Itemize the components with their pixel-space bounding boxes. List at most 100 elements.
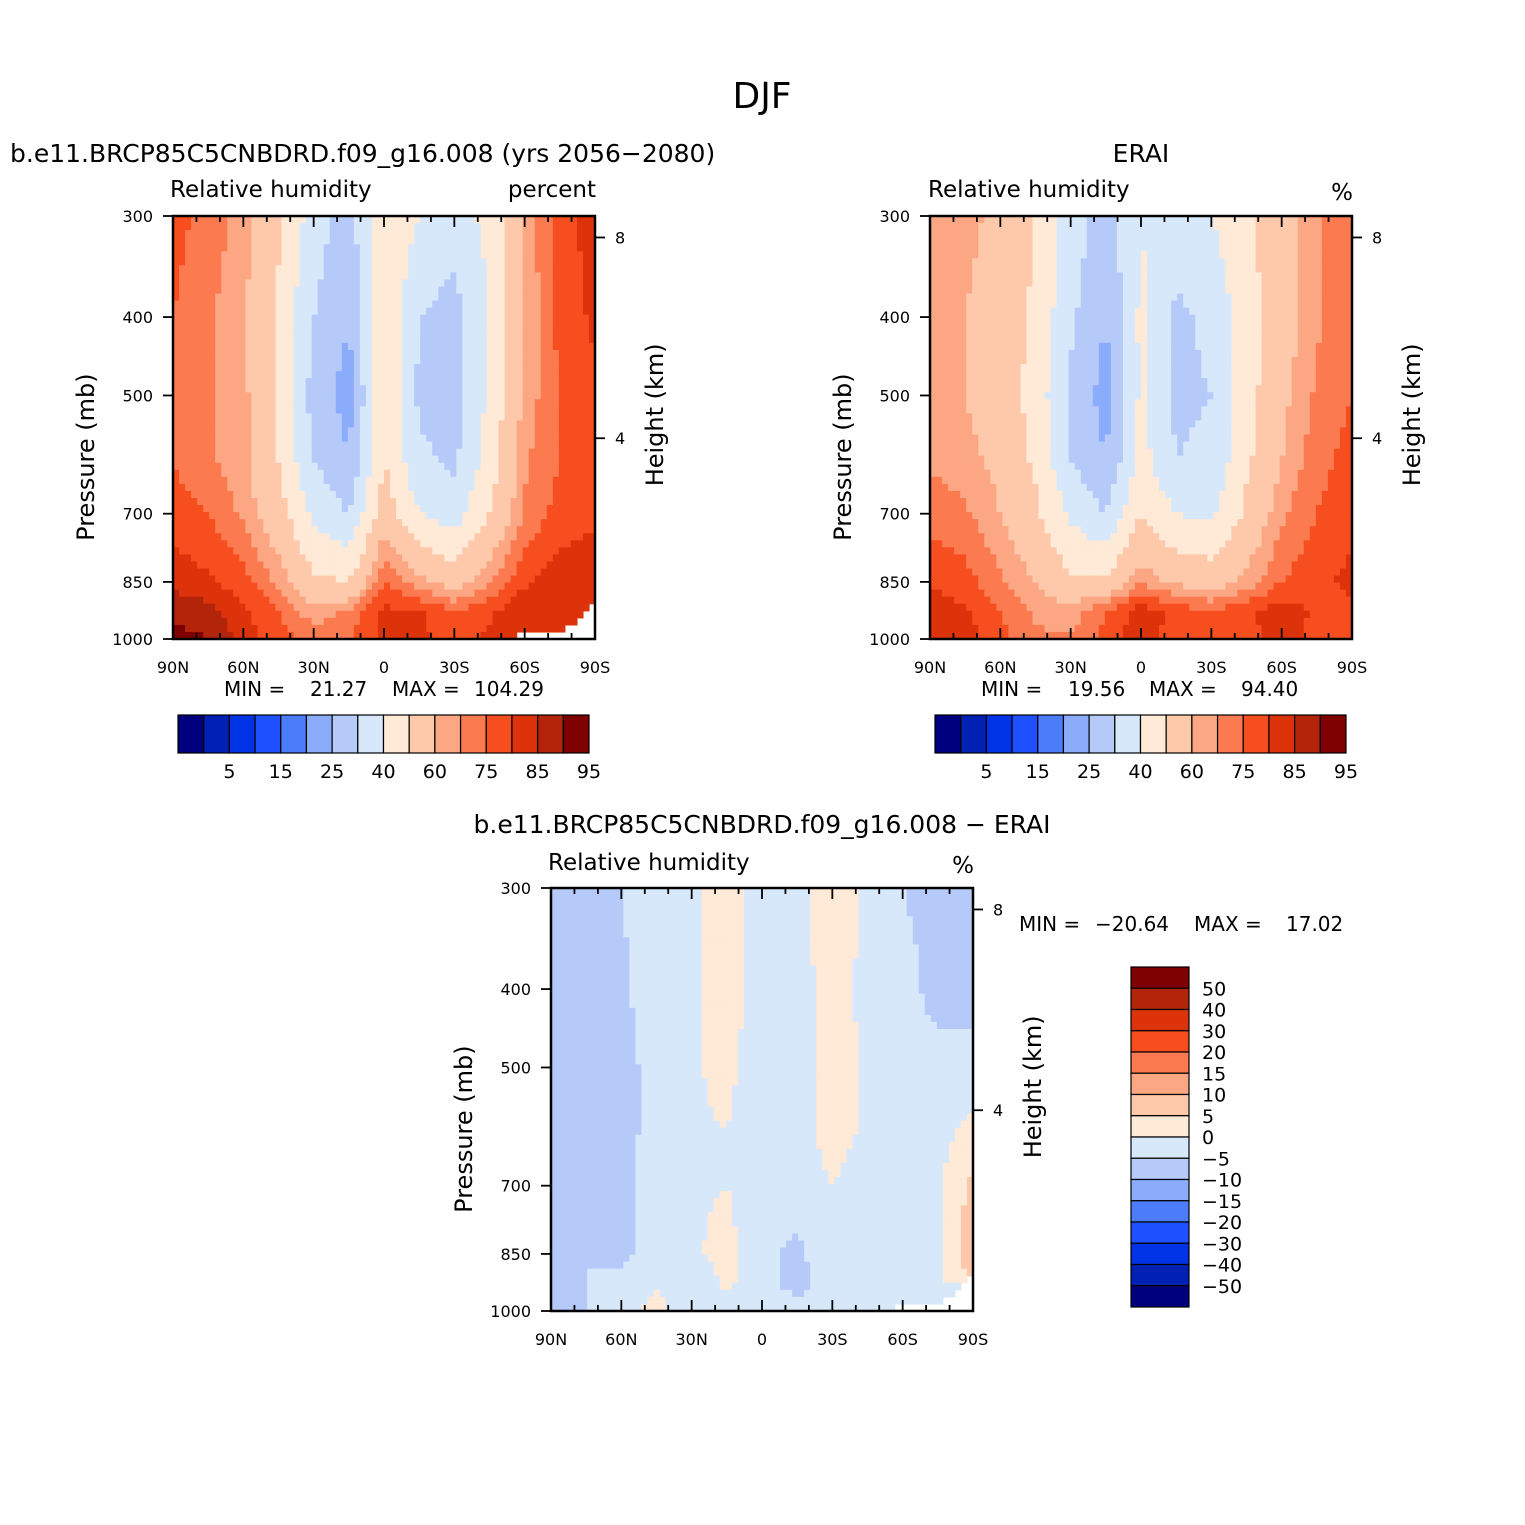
model-heatmap-cell [390, 568, 397, 577]
obs-heatmap-cell [1297, 223, 1305, 231]
model-heatmap-cell [185, 265, 192, 273]
obs-heatmap-cell [1315, 251, 1323, 259]
obs-heatmap-cell [1195, 265, 1202, 273]
model-heatmap-cell [426, 307, 433, 316]
model-heatmap-cell [498, 279, 506, 288]
model-heatmap-cell [498, 286, 506, 295]
obs-heatmap-cell [936, 286, 943, 295]
model-heatmap-cell [221, 307, 228, 316]
model-heatmap-cell [353, 448, 361, 457]
model-heatmap-cell [359, 378, 367, 386]
model-heatmap-cell [365, 420, 373, 429]
model-heatmap-cell [522, 328, 530, 337]
model-heatmap-cell [329, 554, 337, 563]
model-heatmap-cell [480, 392, 488, 400]
model-heatmap-cell [570, 596, 578, 605]
model-heatmap-cell [239, 476, 246, 485]
model-heatmap-cell [552, 223, 560, 231]
model-heatmap-cell [215, 434, 222, 443]
model-heatmap-cell [474, 568, 482, 577]
model-heatmap-cell [474, 519, 482, 527]
model-heatmap-cell [317, 603, 325, 612]
model-heatmap-cell [528, 603, 536, 612]
model-heatmap-cell [299, 406, 307, 414]
model-heatmap-cell [341, 547, 349, 555]
model-heatmap-cell [498, 448, 506, 457]
obs-heatmap-cell [1086, 244, 1094, 252]
model-heatmap-cell [197, 364, 204, 372]
obs-heatmap-cell [1267, 216, 1275, 224]
model-heatmap-cell [329, 455, 337, 464]
model-heatmap-cell [558, 265, 566, 273]
model-heatmap-cell [492, 420, 500, 429]
model-heatmap-cell [269, 258, 277, 266]
model-heatmap-cell [245, 448, 252, 457]
model-heatmap-cell [396, 455, 403, 464]
model-heatmap-cell [438, 328, 445, 337]
model-heatmap-cell [414, 385, 421, 393]
model-heatmap-cell [468, 603, 476, 612]
model-heatmap-cell [227, 483, 234, 492]
model-heatmap-cell [293, 526, 301, 534]
model-heatmap-cell [420, 406, 427, 414]
model-heatmap-cell [377, 392, 385, 400]
model-heatmap-cell [239, 364, 246, 372]
obs-heatmap-cell [1165, 279, 1172, 288]
model-colorbar-label: 60 [423, 761, 447, 783]
model-heatmap-cell [486, 413, 494, 422]
model-heatmap-cell [540, 371, 548, 379]
model-heatmap-cell [257, 399, 265, 407]
model-heatmap-cell [329, 406, 337, 414]
model-heatmap-cell [347, 483, 355, 492]
model-heatmap-cell [221, 631, 228, 640]
model-heatmap-cell [197, 349, 204, 358]
model-heatmap-cell [486, 498, 494, 506]
obs-heatmap-cell [1171, 223, 1178, 231]
obs-heatmap-cell [1333, 258, 1341, 266]
model-heatmap-cell [317, 258, 325, 266]
model-heatmap-cell [317, 223, 325, 231]
model-heatmap-cell [371, 561, 379, 570]
obs-heatmap-cell [1213, 223, 1220, 231]
obs-variable-label: Relative humidity [928, 177, 1130, 203]
model-heatmap-cell [384, 469, 391, 478]
model-heatmap-cell [444, 575, 451, 584]
model-heatmap-cell [540, 603, 548, 612]
model-heatmap-cell [269, 617, 277, 626]
model-heatmap-cell [534, 413, 542, 422]
model-heatmap-cell [486, 631, 494, 640]
model-heatmap-cell [402, 526, 409, 534]
model-heatmap-cell [510, 617, 518, 626]
model-heatmap-cell [444, 265, 451, 273]
model-heatmap-cell [480, 371, 488, 379]
obs-heatmap-cell [1020, 244, 1028, 252]
model-heatmap-cell [263, 279, 271, 288]
model-heatmap-cell [498, 533, 506, 541]
model-heatmap-cell [287, 561, 295, 570]
model-heatmap-cell [438, 610, 445, 619]
model-heatmap-cell [414, 554, 421, 563]
obs-heatmap-cell [1080, 279, 1088, 288]
model-heatmap-cell [588, 406, 596, 414]
model-heatmap-cell [221, 462, 228, 471]
model-heatmap-cell [582, 251, 590, 259]
obs-heatmap-cell [1080, 230, 1088, 238]
model-heatmap-cell [540, 286, 548, 295]
model-heatmap-cell [486, 476, 494, 485]
model-heatmap-cell [335, 568, 343, 577]
model-heatmap-cell [269, 314, 277, 323]
model-heatmap-cell [371, 540, 379, 548]
obs-heatmap-cell [1261, 272, 1269, 281]
obs-heatmap-cell [1225, 251, 1233, 259]
model-heatmap-cell [384, 575, 391, 584]
model-heatmap-cell [287, 272, 295, 281]
model-heatmap-cell [251, 321, 258, 330]
model-heatmap-cell [341, 589, 349, 598]
model-heatmap-cell [245, 434, 252, 443]
model-heatmap-cell [371, 610, 379, 619]
model-heatmap-cell [414, 279, 421, 288]
model-heatmap-cell [185, 469, 192, 478]
model-heatmap-cell [480, 286, 488, 295]
model-heatmap-cell [323, 617, 331, 626]
model-heatmap-cell [552, 498, 560, 506]
